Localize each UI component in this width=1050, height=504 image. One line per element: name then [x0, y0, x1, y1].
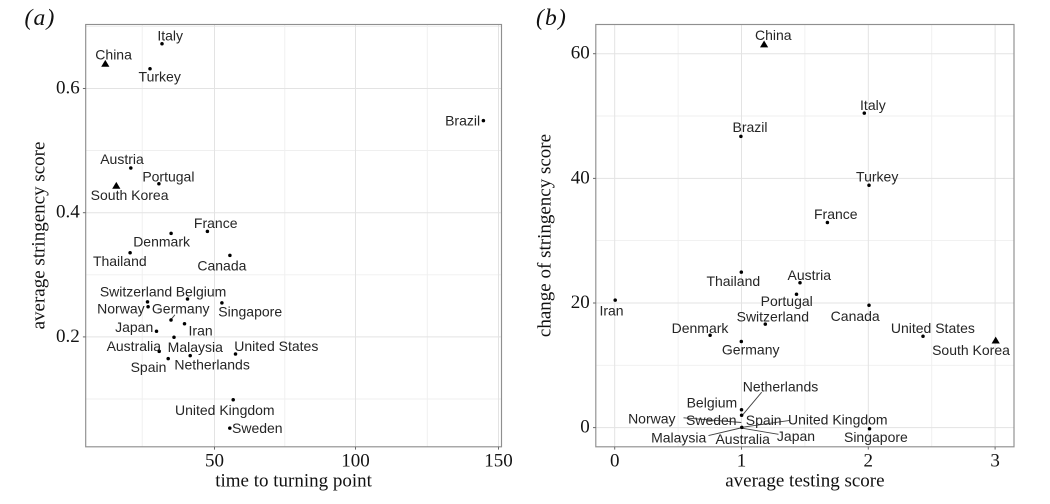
svg-text:Brazil: Brazil [445, 113, 480, 129]
svg-text:United Kingdom: United Kingdom [175, 402, 275, 418]
svg-text:Spain: Spain [746, 412, 782, 428]
svg-text:Brazil: Brazil [732, 119, 767, 135]
svg-text:Spain: Spain [131, 359, 167, 375]
svg-text:Switzerland: Switzerland [737, 308, 809, 324]
svg-text:Austria: Austria [788, 267, 832, 283]
svg-text:Portugal: Portugal [142, 169, 194, 185]
svg-text:(b): (b) [536, 5, 567, 31]
svg-text:Singapore: Singapore [844, 429, 908, 445]
svg-text:Norway: Norway [97, 301, 144, 317]
svg-text:40: 40 [571, 167, 590, 188]
svg-text:Canada: Canada [831, 308, 880, 324]
svg-text:China: China [95, 47, 132, 63]
svg-text:150: 150 [484, 451, 513, 472]
svg-text:Singapore: Singapore [218, 304, 282, 320]
svg-text:Belgium: Belgium [176, 283, 227, 299]
svg-text:3: 3 [990, 451, 1000, 472]
svg-text:20: 20 [571, 292, 590, 313]
svg-text:United States: United States [891, 320, 975, 336]
svg-text:France: France [814, 206, 858, 222]
svg-text:China: China [755, 27, 792, 43]
svg-text:0.2: 0.2 [56, 326, 80, 347]
svg-text:Denmark: Denmark [672, 320, 730, 336]
svg-text:Switzerland: Switzerland [100, 283, 172, 299]
svg-text:South Korea: South Korea [91, 187, 169, 203]
svg-text:South Korea: South Korea [932, 342, 1010, 358]
svg-text:60: 60 [571, 43, 590, 64]
svg-text:1: 1 [737, 451, 747, 472]
svg-text:United Kingdom: United Kingdom [788, 411, 888, 427]
svg-text:Turkey: Turkey [856, 169, 898, 185]
svg-text:Canada: Canada [197, 258, 246, 274]
svg-text:Germany: Germany [152, 301, 210, 317]
svg-text:Portugal: Portugal [761, 293, 813, 309]
svg-text:Iran: Iran [599, 302, 623, 318]
svg-text:Japan: Japan [777, 428, 815, 444]
svg-text:United States: United States [234, 338, 318, 354]
svg-text:Malaysia: Malaysia [168, 339, 223, 355]
svg-text:Malaysia: Malaysia [651, 429, 706, 445]
svg-text:2: 2 [864, 451, 874, 472]
svg-text:Australia: Australia [107, 338, 162, 354]
svg-text:Sweden: Sweden [232, 420, 283, 436]
svg-text:100: 100 [341, 451, 370, 472]
svg-text:Thailand: Thailand [706, 273, 760, 289]
svg-text:Thailand: Thailand [93, 253, 147, 269]
svg-text:Japan: Japan [115, 319, 153, 335]
svg-text:time to turning point: time to turning point [215, 471, 372, 492]
svg-text:France: France [194, 215, 238, 231]
svg-text:Denmark: Denmark [133, 233, 191, 249]
svg-text:0: 0 [580, 417, 590, 438]
svg-text:0: 0 [610, 451, 620, 472]
svg-text:Belgium: Belgium [687, 394, 738, 410]
svg-text:average testing score: average testing score [725, 471, 884, 492]
svg-text:Germany: Germany [722, 341, 780, 357]
svg-text:Italy: Italy [157, 28, 183, 44]
svg-text:Netherlands: Netherlands [743, 379, 819, 395]
svg-text:change of stringency score: change of stringency score [535, 134, 556, 337]
svg-text:(a): (a) [24, 5, 55, 31]
svg-text:Netherlands: Netherlands [174, 356, 250, 372]
svg-text:0.4: 0.4 [56, 202, 80, 223]
svg-text:Italy: Italy [860, 97, 886, 113]
svg-text:Norway: Norway [628, 411, 675, 427]
svg-text:Austria: Austria [100, 151, 144, 167]
svg-text:average stringency score: average stringency score [29, 142, 50, 330]
svg-text:0.6: 0.6 [56, 78, 80, 99]
svg-text:Iran: Iran [189, 323, 213, 339]
svg-text:Turkey: Turkey [139, 69, 181, 85]
svg-text:50: 50 [205, 451, 224, 472]
svg-text:Sweden: Sweden [686, 412, 737, 428]
svg-text:Australia: Australia [715, 431, 770, 447]
